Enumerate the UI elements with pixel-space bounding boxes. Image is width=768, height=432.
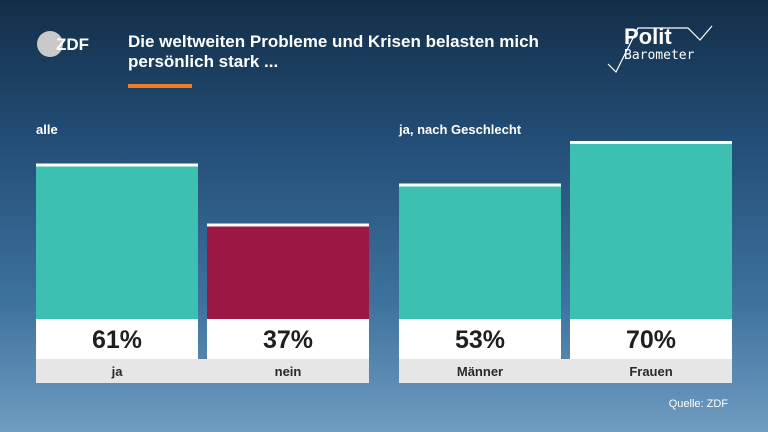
category-box-ja <box>36 359 198 383</box>
category-label-nein: nein <box>275 364 302 379</box>
bar-top-line-ja <box>36 163 198 167</box>
zdf-logo: ZDF <box>37 31 89 57</box>
category-band-gap-2 <box>561 359 570 383</box>
value-box-frauen <box>570 319 732 359</box>
source-note: Quelle: ZDF <box>668 398 728 410</box>
value-label-m-nner: 53% <box>455 326 505 354</box>
bar-top-line-nein <box>207 223 369 227</box>
zdf-logo-text: ZDF <box>56 35 89 54</box>
group-label-geschlecht: ja, nach Geschlecht <box>399 122 522 137</box>
value-box-nein <box>207 319 369 359</box>
politbarometer-logo-line2: Barometer <box>624 48 695 63</box>
politbarometer-logo: Polit Barometer <box>604 24 728 74</box>
politbarometer-logo-line1: Polit <box>624 24 672 49</box>
bar-m-nner <box>399 186 561 319</box>
category-box-frauen <box>570 359 732 383</box>
value-label-frauen: 70% <box>626 326 676 354</box>
category-box-m-nner <box>399 359 561 383</box>
bar-nein <box>207 226 369 319</box>
category-box-nein <box>207 359 369 383</box>
bar-ja <box>36 166 198 319</box>
category-band-gap-1 <box>198 359 207 383</box>
bar-top-line-frauen <box>570 141 732 144</box>
title-underline <box>128 84 192 88</box>
value-label-nein: 37% <box>263 326 313 354</box>
chart-title: Die weltweiten Probleme und Krisen belas… <box>128 32 539 71</box>
value-box-ja <box>36 319 198 359</box>
group-label-alle: alle <box>36 122 58 137</box>
category-label-m-nner: Männer <box>457 364 503 379</box>
value-label-ja: 61% <box>92 326 142 354</box>
category-label-frauen: Frauen <box>629 364 672 379</box>
bar-frauen <box>570 144 732 319</box>
category-label-ja: ja <box>111 364 124 379</box>
value-box-m-nner <box>399 319 561 359</box>
bar-top-line-m-nner <box>399 183 561 187</box>
